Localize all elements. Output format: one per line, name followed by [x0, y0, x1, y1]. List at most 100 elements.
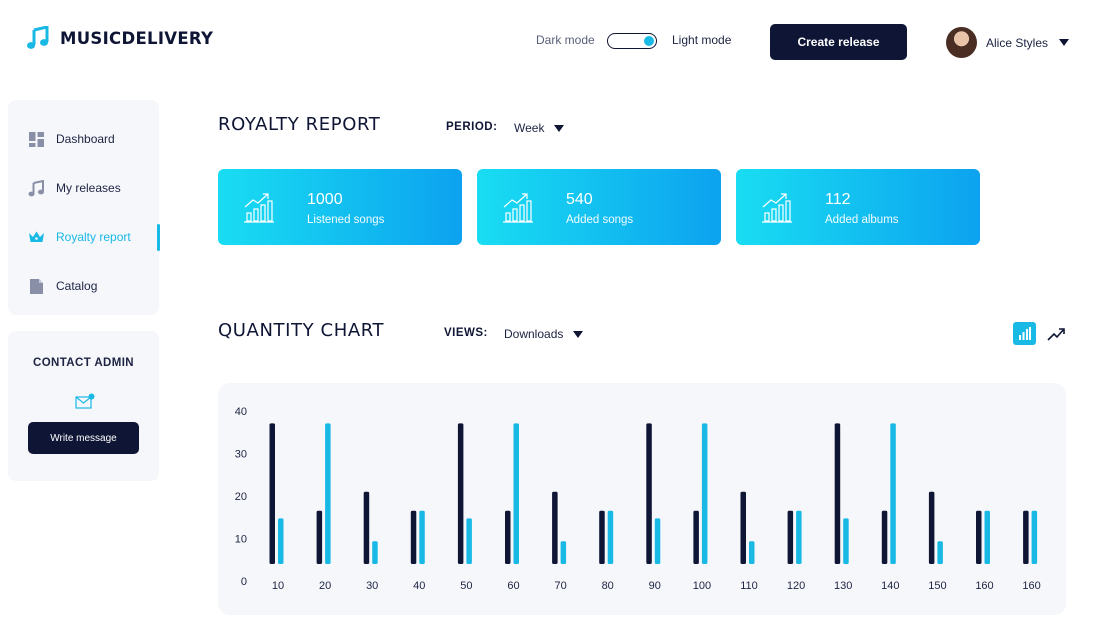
period-select[interactable]: Week: [514, 121, 565, 135]
sidebar: Dashboard My releases Royalty report Cat…: [8, 100, 159, 315]
bar-series-2[interactable]: [466, 518, 472, 564]
chevron-down-icon: [1059, 39, 1070, 46]
card-label: Added songs: [566, 214, 634, 226]
line-view-button[interactable]: [1044, 322, 1067, 345]
bar-series-1[interactable]: [505, 510, 511, 564]
bar-series-2[interactable]: [513, 423, 520, 564]
music-note-icon: [27, 26, 49, 49]
bar-series-1[interactable]: [457, 423, 464, 564]
card-label: Listened songs: [307, 214, 385, 226]
bar-series-1[interactable]: [881, 510, 888, 564]
bar-series-1[interactable]: [599, 510, 605, 564]
bar-series-2[interactable]: [937, 541, 943, 564]
sidebar-item-label: Royalty report: [56, 230, 131, 244]
x-tick-label: 20: [319, 580, 331, 592]
mail-icon: [75, 393, 95, 409]
bar-series-2[interactable]: [654, 518, 661, 564]
card-value: 112: [825, 191, 851, 208]
y-tick-label: 0: [241, 576, 247, 588]
bar-series-2[interactable]: [419, 510, 425, 564]
sidebar-item-dashboard[interactable]: Dashboard: [28, 129, 115, 149]
stat-card-listened-songs[interactable]: 1000 Listened songs: [218, 169, 462, 245]
create-release-button[interactable]: Create release: [770, 24, 907, 60]
bar-series-2[interactable]: [607, 510, 614, 564]
sidebar-item-royalty-report[interactable]: Royalty report: [28, 227, 131, 247]
bar-series-2[interactable]: [890, 423, 896, 564]
stat-card-added-albums[interactable]: 112 Added albums: [736, 169, 980, 245]
growth-chart-icon: [244, 193, 274, 223]
bar-series-1[interactable]: [693, 510, 699, 564]
light-mode-label: Light mode: [672, 33, 732, 47]
x-tick-label: 90: [649, 580, 661, 592]
document-icon: [30, 278, 43, 294]
bar-series-1[interactable]: [1023, 510, 1029, 564]
card-value: 540: [566, 191, 593, 208]
avatar: [946, 27, 977, 58]
bar-view-button[interactable]: [1013, 322, 1036, 345]
y-tick-label: 10: [235, 534, 247, 546]
theme-toggle[interactable]: [607, 33, 657, 49]
bar-series-2[interactable]: [796, 510, 802, 564]
bar-series-1[interactable]: [787, 510, 794, 564]
views-value: Downloads: [504, 327, 564, 341]
trend-line-icon: [1046, 327, 1065, 341]
stat-card-added-songs[interactable]: 540 Added songs: [477, 169, 721, 245]
sidebar-item-label: Catalog: [56, 279, 98, 293]
period-label: PERIOD:: [446, 121, 498, 133]
card-label: Added albums: [825, 214, 899, 226]
top-bar: MUSICDELIVERY Dark mode Light mode Creat…: [0, 0, 1112, 84]
bar-series-2[interactable]: [278, 518, 284, 564]
logo-text: MUSICDELIVERY: [60, 28, 214, 48]
x-tick-label: 40: [413, 580, 425, 592]
x-tick-label: 160: [1022, 580, 1040, 592]
x-tick-label: 160: [975, 580, 993, 592]
x-tick-label: 110: [740, 580, 758, 592]
bar-series-2[interactable]: [843, 518, 849, 564]
x-tick-label: 30: [366, 580, 378, 592]
sidebar-item-catalog[interactable]: Catalog: [28, 276, 97, 296]
bar-chart-icon: [1019, 327, 1031, 340]
sidebar-item-label: My releases: [56, 181, 121, 195]
dark-mode-label: Dark mode: [536, 33, 595, 47]
quantity-chart: 40 30 20 10 0 10 20 30 40 50 60 70 80 90 100 110 120 130 1…: [218, 383, 1066, 615]
bar-series-2[interactable]: [701, 423, 708, 564]
y-tick-label: 30: [235, 449, 247, 461]
card-value: 1000: [307, 191, 343, 208]
bar-series-1[interactable]: [552, 491, 558, 564]
sidebar-item-my-releases[interactable]: My releases: [28, 178, 121, 198]
bar-series-2[interactable]: [1031, 510, 1038, 564]
contact-admin-title: CONTACT ADMIN: [32, 357, 135, 369]
x-tick-label: 80: [602, 580, 614, 592]
x-tick-label: 140: [881, 580, 899, 592]
bar-series-2[interactable]: [749, 541, 755, 564]
bar-series-2[interactable]: [984, 510, 991, 564]
bar-series-1[interactable]: [976, 510, 982, 564]
contact-admin-panel: CONTACT ADMIN Write message: [8, 331, 159, 481]
bar-series-1[interactable]: [928, 491, 935, 564]
growth-chart-icon: [503, 193, 533, 223]
bar-series-1[interactable]: [363, 491, 370, 564]
logo[interactable]: MUSICDELIVERY: [26, 26, 213, 50]
bar-series-1[interactable]: [316, 510, 323, 564]
crown-icon: [29, 231, 44, 242]
bar-series-1[interactable]: [740, 491, 747, 564]
bar-series-1[interactable]: [834, 423, 841, 564]
views-select[interactable]: Downloads: [504, 327, 584, 341]
bar-series-1[interactable]: [410, 510, 417, 564]
x-tick-label: 60: [507, 580, 519, 592]
user-name: Alice Styles: [986, 35, 1049, 50]
chevron-down-icon: [554, 124, 565, 132]
x-tick-label: 10: [272, 580, 284, 592]
write-message-button[interactable]: Write message: [28, 422, 139, 454]
bar-series-1[interactable]: [269, 423, 276, 564]
bar-series-2[interactable]: [372, 541, 378, 564]
user-menu[interactable]: Alice Styles: [946, 27, 1070, 58]
bar-series-2[interactable]: [560, 541, 567, 564]
dashboard-grid-icon: [29, 131, 44, 147]
music-note-icon: [28, 179, 44, 196]
x-tick-label: 70: [554, 580, 566, 592]
x-tick-label: 100: [693, 580, 711, 592]
bar-series-2[interactable]: [325, 423, 331, 564]
views-label: VIEWS:: [444, 327, 488, 339]
bar-series-1[interactable]: [646, 423, 652, 564]
